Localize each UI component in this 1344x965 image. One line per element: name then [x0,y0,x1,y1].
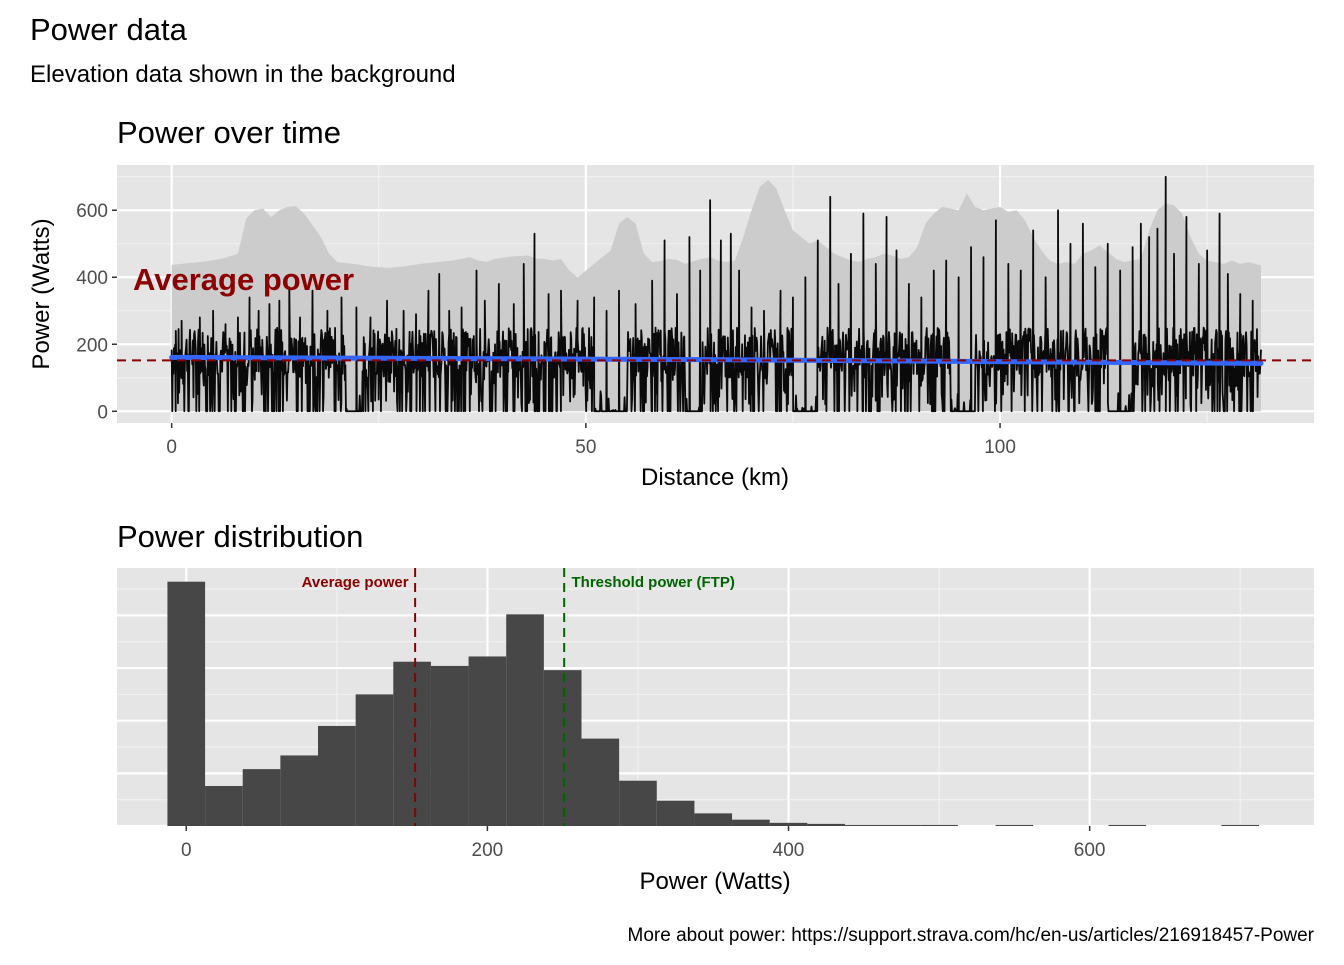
histogram-bar [995,824,1034,826]
histogram-bar [205,785,243,826]
power-x-axis-label: Power (Watts) [639,868,790,895]
x-tick-label: 50 [575,437,596,458]
histogram-bar [920,824,958,826]
distance-x-axis-label: Distance (km) [641,464,789,491]
power-line [170,175,1262,413]
power-y-axis-label: Power (Watts) [28,218,55,369]
histogram-bar [280,755,318,826]
x-tick-label: 0 [181,840,192,861]
histogram-bar [1221,824,1260,826]
histogram-bar [732,819,770,826]
y-tick-label: 200 [76,335,108,356]
histogram-bar [167,581,206,826]
power-histogram-bars [167,581,1260,826]
histogram-bar [430,665,469,826]
histogram-bar [1108,824,1147,826]
y-tick-label: 0 [97,402,108,423]
power-distribution-title: Power distribution [117,519,363,554]
y-tick-label: 400 [76,268,108,289]
power-reference-lines: Average power Threshold power (FTP) [302,568,735,826]
power-over-time-title: Power over time [117,115,341,150]
figure-subtitle: Elevation data shown in the background [30,61,456,88]
histogram-bar [619,780,657,826]
x-tick-label: 0 [166,437,177,458]
x-tick-label: 400 [773,840,805,861]
x-tick-label: 100 [984,437,1016,458]
distance-x-axis: 0 50 100 [166,423,1016,458]
reference-line-label: Threshold power (FTP) [572,574,735,591]
histogram-bar [694,813,733,826]
histogram-bar [506,614,544,826]
histogram-bar [769,822,808,826]
histogram-bar [807,823,845,826]
x-tick-label: 200 [472,840,504,861]
histogram-bar [656,800,695,826]
histogram-bar [468,656,507,826]
figure-caption: More about power: https://support.strava… [628,925,1315,946]
histogram-bar [242,769,281,826]
histogram-bar [581,738,620,826]
power-y-axis: 0 200 400 600 [76,201,117,423]
histogram-bar [393,661,431,826]
y-tick-label: 600 [76,201,108,222]
figure-title: Power data [30,12,188,47]
histogram-bar [355,694,394,826]
histogram-bar [318,725,356,826]
histogram-bar [882,824,921,826]
histogram-bar [844,824,883,826]
x-tick-label: 600 [1074,840,1106,861]
reference-line-label: Average power [302,574,409,591]
power-x-axis: 0 200 400 600 [181,826,1106,861]
histogram-bar [543,670,582,826]
average-power-label: Average power [133,262,354,297]
